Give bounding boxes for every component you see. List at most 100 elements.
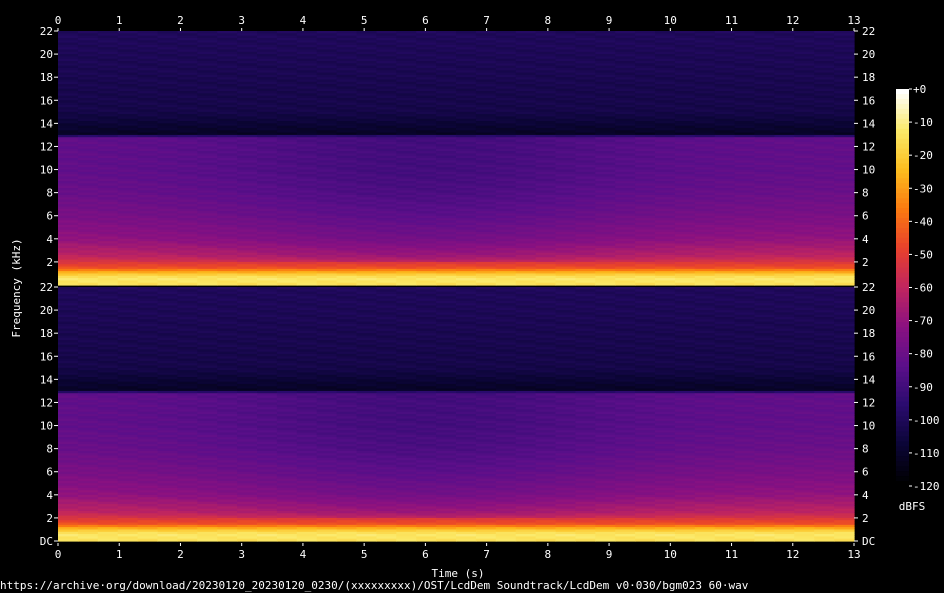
- spectrogram-cell: [237, 271, 258, 275]
- spectrogram-cell: [714, 151, 736, 154]
- spectrogram-cell: [495, 293, 517, 297]
- spectrogram-cell: [217, 234, 238, 238]
- spectrogram-cell: [734, 77, 756, 81]
- spectrogram-cell: [356, 314, 377, 318]
- spectrogram-cell: [555, 88, 576, 92]
- spectrogram-cell: [595, 303, 616, 307]
- spectrogram-cell: [77, 300, 99, 304]
- spectrogram-cell: [794, 211, 815, 215]
- spectrogram-cell: [157, 162, 178, 166]
- spectrogram-cell: [595, 222, 616, 226]
- spectrogram-cell: [436, 109, 457, 113]
- spectrogram-cell: [316, 151, 338, 154]
- spectrogram-cell: [217, 67, 238, 71]
- spectrogram-cell: [58, 238, 79, 242]
- spectrogram-cell: [814, 91, 835, 94]
- spectrogram-cell: [356, 144, 377, 148]
- spectrogram-cell: [575, 176, 596, 180]
- spectrogram-cell: [635, 169, 656, 173]
- spectrogram-cell: [77, 245, 99, 249]
- spectrogram-cell: [674, 174, 696, 178]
- spectrogram-cell: [575, 88, 596, 92]
- spectrogram-cell: [674, 289, 696, 293]
- spectrogram-cell: [157, 185, 178, 189]
- spectrogram-cell: [774, 278, 795, 281]
- spectrogram-cell: [615, 314, 636, 318]
- spectrogram-cell: [137, 181, 159, 184]
- spectrogram-cell: [58, 234, 79, 238]
- spectrogram-cell: [77, 227, 99, 231]
- spectrogram-cell: [296, 155, 318, 159]
- spectrogram-cell: [714, 44, 736, 48]
- spectrogram-cell: [794, 158, 815, 161]
- spectrogram-cell: [595, 201, 616, 205]
- spectrogram-cell: [674, 40, 696, 44]
- spectrogram-cell: [774, 250, 795, 254]
- spectrogram-cell: [674, 206, 696, 210]
- spectrogram-cell: [316, 33, 338, 37]
- spectrogram-cell: [456, 287, 477, 290]
- spectrogram-cell: [535, 104, 557, 108]
- spectrogram-cell: [575, 293, 596, 297]
- spectrogram-cell: [635, 86, 656, 90]
- spectrogram-cell: [734, 81, 756, 85]
- spectrogram-cell: [595, 123, 616, 127]
- spectrogram-cell: [834, 125, 855, 129]
- spectrogram-cell: [714, 81, 736, 85]
- spectrogram-cell: [396, 162, 417, 166]
- spectrogram-cell: [416, 70, 437, 74]
- spectrogram-cell: [436, 37, 457, 41]
- spectrogram-cell: [296, 238, 318, 242]
- spectrogram-cell: [834, 81, 855, 85]
- spectrogram-cell: [336, 190, 358, 194]
- spectrogram-cell: [117, 91, 139, 94]
- spectrogram-cell: [515, 314, 537, 318]
- spectrogram-cell: [58, 178, 79, 182]
- spectrogram-cell: [117, 218, 139, 221]
- spectrogram-cell: [734, 67, 756, 71]
- spectrogram-cell: [714, 35, 736, 39]
- spectrogram-cell: [137, 201, 159, 205]
- spectrogram-cell: [615, 211, 636, 215]
- spectrogram-cell: [296, 296, 318, 300]
- spectrogram-cell: [77, 259, 99, 263]
- spectrogram-cell: [316, 222, 338, 226]
- spectrogram-cell: [137, 88, 159, 92]
- spectrogram-cell: [217, 37, 238, 41]
- spectrogram-cell: [137, 287, 159, 290]
- spectrogram-cell: [237, 213, 258, 217]
- spectrogram-cell: [535, 229, 557, 233]
- spectrogram-cell: [376, 164, 397, 168]
- spectrogram-cell: [396, 218, 417, 221]
- spectrogram-cell: [694, 125, 716, 129]
- spectrogram-cell: [376, 208, 397, 212]
- spectrogram-cell: [456, 148, 477, 152]
- spectrogram-cell: [694, 104, 716, 108]
- spectrogram-cell: [376, 153, 397, 157]
- spectrogram-cell: [535, 65, 557, 69]
- spectrogram-cell: [635, 300, 656, 304]
- spectrogram-cell: [217, 293, 238, 297]
- spectrogram-cell: [97, 100, 119, 104]
- spectrogram-cell: [197, 319, 218, 323]
- spectrogram-cell: [814, 231, 835, 235]
- spectrogram-cell: [774, 312, 795, 316]
- spectrogram-cell: [436, 35, 457, 39]
- spectrogram-cell: [157, 257, 178, 261]
- spectrogram-cell: [495, 144, 517, 148]
- spectrogram-cell: [276, 144, 298, 148]
- spectrogram-cell: [296, 231, 318, 235]
- spectrogram-cell: [754, 271, 775, 275]
- spectrogram-cell: [495, 208, 517, 212]
- spectrogram-cell: [58, 127, 79, 131]
- spectrogram-cell: [436, 97, 457, 101]
- spectrogram-cell: [177, 127, 198, 131]
- spectrogram-cell: [257, 201, 278, 205]
- spectrogram-cell: [157, 77, 178, 81]
- spectrogram-cell: [615, 248, 636, 251]
- spectrogram-cell: [257, 305, 278, 309]
- spectrogram-cell: [356, 188, 377, 191]
- spectrogram-cell: [396, 31, 417, 34]
- spectrogram-cell: [734, 275, 756, 279]
- spectrogram-cell: [495, 181, 517, 184]
